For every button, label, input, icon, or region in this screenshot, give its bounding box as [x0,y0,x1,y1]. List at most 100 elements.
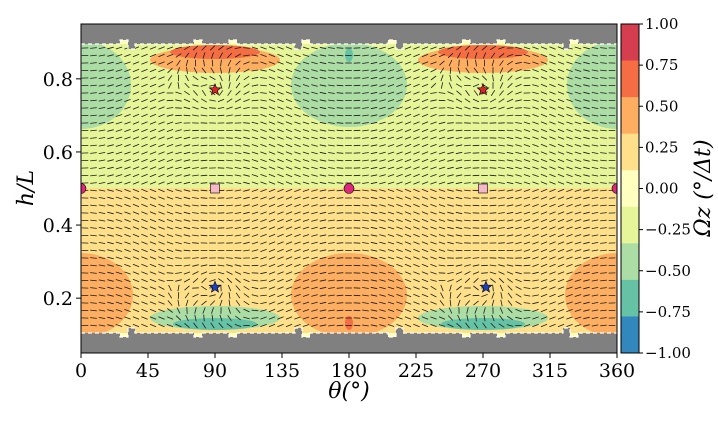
quiver-arrow [177,284,180,292]
quiver-arrow [124,61,131,65]
quiver-arrow [574,279,582,282]
quiver-arrow [302,204,310,207]
quiver-arrow [566,226,573,230]
quiver-arrow [149,218,157,223]
quiver-arrow [507,307,513,314]
quiver-arrow [311,204,318,207]
quiver-arrow [387,91,395,95]
quiver-arrow [574,84,582,87]
quiver-arrow [532,287,539,289]
quiver-arrow [158,113,165,118]
quiver-arrow [107,286,114,290]
quiver-arrow [464,106,471,110]
quiver-arrow [472,257,480,259]
quiver-arrow [591,144,599,147]
quiver-arrow [456,45,462,51]
quiver-arrow [115,316,123,320]
quiver-arrow [387,61,395,65]
quiver-arrow [234,98,242,103]
quiver-arrow [260,84,267,87]
quiver-arrow [98,264,106,267]
quiver-arrow [277,241,284,245]
quiver-arrow [549,316,556,320]
quiver-arrow [404,248,412,253]
quiver-arrow [158,211,165,215]
quiver-arrow [583,151,590,155]
quiver-arrow [319,294,327,297]
quiver-arrow [430,219,437,222]
quiver-arrow [362,167,369,169]
quiver-arrow [141,68,148,73]
quiver-arrow [243,129,250,132]
vortex-star-marker [208,280,222,293]
quiver-arrow [523,302,531,304]
quiver-arrow [600,264,607,267]
quiver-arrow [413,46,420,50]
quiver-arrow [591,92,599,94]
quiver-arrow [132,98,140,103]
quiver-arrow [379,151,386,155]
quiver-arrow [124,76,131,80]
vorticity-spot [345,316,353,330]
quiver-arrow [336,204,344,207]
quiver-arrow [251,317,259,319]
vortex-star-marker [479,280,493,293]
quiver-arrow [566,234,573,237]
quiver-arrow [251,189,259,192]
quiver-arrow [228,292,231,299]
quiver-arrow [507,285,513,291]
quiver-arrow [285,316,293,320]
quiver-arrow [183,204,191,207]
quiver-arrow [277,151,284,155]
quiver-arrow [549,308,556,313]
quiver-arrow [328,182,335,184]
quiver-arrow [124,174,131,177]
quiver-arrow [107,301,114,305]
quiver-arrow [421,158,429,163]
quiver-arrow [413,53,420,58]
quiver-arrow [591,159,599,162]
quiver-arrow [515,99,522,102]
quiver-arrow [583,181,590,185]
quiver-arrow [472,271,480,275]
quiver-arrow [235,300,241,306]
quiver-arrow [141,248,148,253]
quiver-arrow [600,242,607,244]
quiver-arrow [98,182,106,184]
quiver-arrow [107,54,114,57]
quiver-arrow [124,256,131,260]
quiver-arrow [540,233,548,238]
quiver-arrow [370,256,378,260]
quiver-arrow [200,174,208,177]
quiver-arrow [430,181,437,185]
quiver-arrow [302,174,310,177]
quiver-arrow [175,174,182,177]
quiver-arrow [549,158,556,163]
quiver-arrow [285,181,293,185]
quiver-arrow [362,287,369,289]
quiver-arrow [506,315,514,321]
quiver-arrow [311,196,318,200]
quiver-arrow [294,99,301,102]
quiver-arrow [203,314,205,322]
quiver-arrow [600,219,607,222]
quiver-arrow [396,204,403,207]
quiver-arrow [158,226,165,230]
quiver-arrow [557,316,565,320]
quiver-arrow [166,129,174,132]
quiver-arrow [566,91,573,95]
quiver-arrow [557,53,565,58]
quiver-arrow [226,323,233,328]
quiver-arrow [540,226,548,230]
quiver-arrow [294,54,301,57]
quiver-arrow [209,300,216,306]
quiver-arrow [200,167,208,169]
quiver-arrow [549,301,556,305]
quiver-arrow [260,77,267,79]
quiver-arrow [311,114,318,117]
quiver-arrow [124,151,131,155]
quiver-arrow [336,219,344,222]
quiver-arrow [328,152,335,154]
quiver-arrow [540,271,548,275]
quiver-arrow [475,314,477,322]
